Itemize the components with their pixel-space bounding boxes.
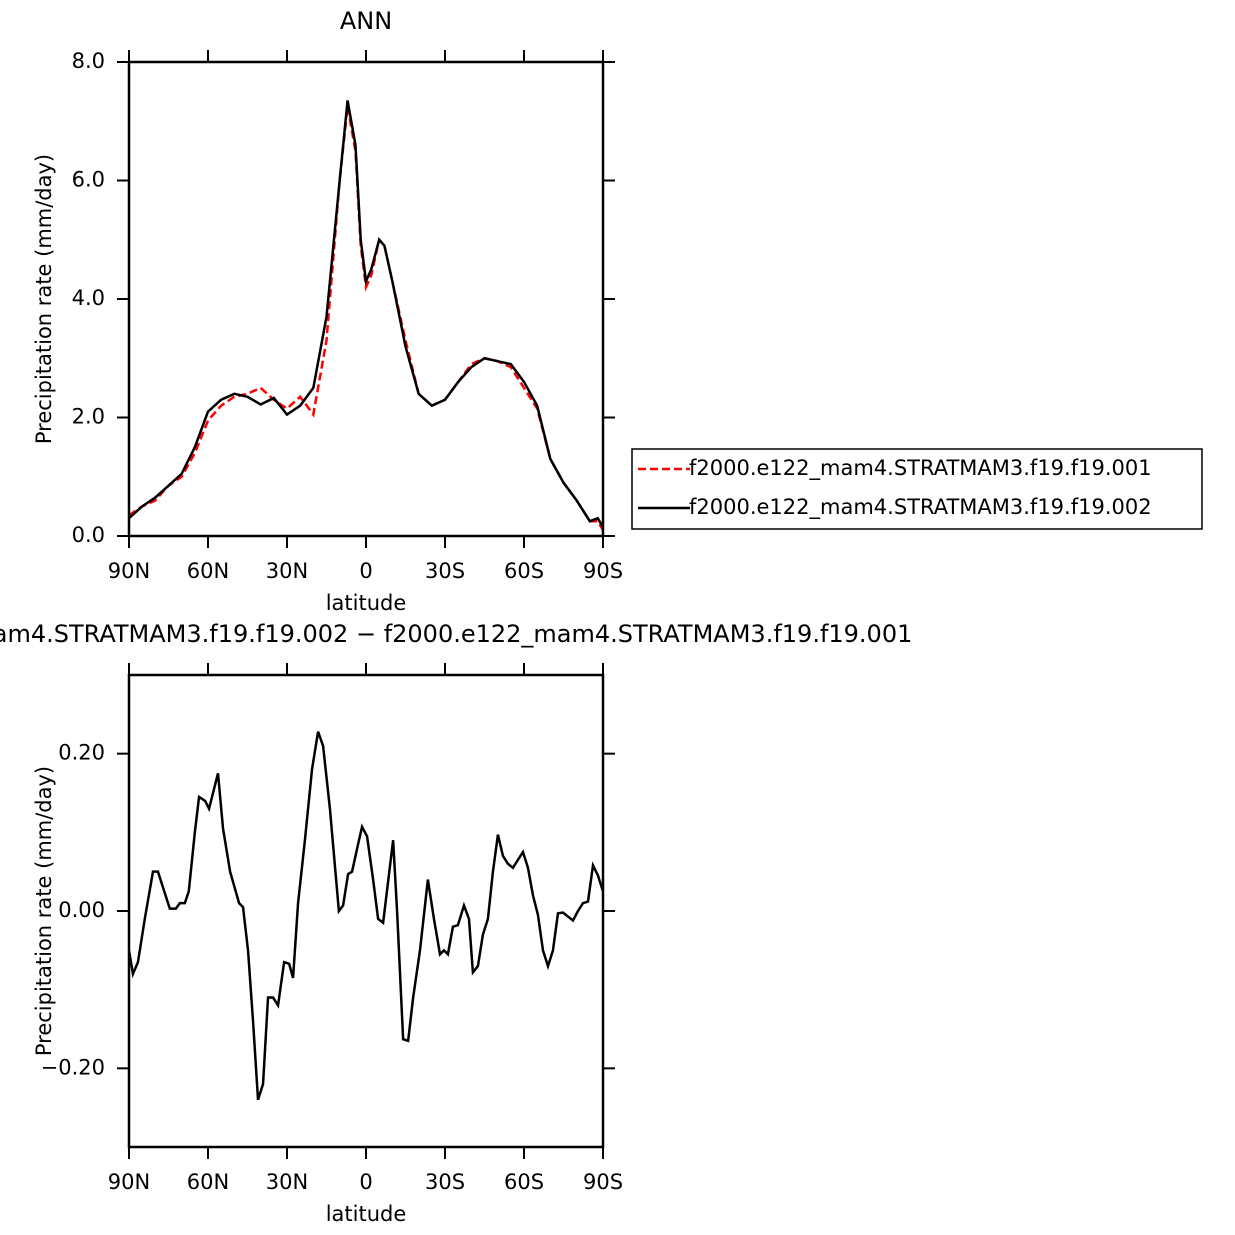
x-tick-label: 30S — [425, 559, 465, 583]
data-line — [128, 106, 605, 531]
x-tick-label: 30N — [266, 1170, 308, 1194]
x-tick-label: 0 — [359, 559, 372, 583]
chart-title: ANN — [340, 7, 392, 35]
y-tick-label: 2.0 — [72, 405, 105, 429]
legend-label: f2000.e122_mam4.STRATMAM3.f19.f19.002 — [689, 495, 1152, 520]
x-tick-label: 90S — [583, 559, 623, 583]
x-tick-label: 90S — [583, 1170, 623, 1194]
data-line — [127, 731, 605, 1101]
legend-box — [631, 448, 1203, 530]
y-axis-label: Precipitation rate (mm/day) — [32, 766, 56, 1056]
x-tick-label: 90N — [108, 1170, 150, 1194]
x-tick-label: 30S — [425, 1170, 465, 1194]
y-tick-label: 0.0 — [72, 523, 105, 547]
y-tick-label: 0.20 — [58, 741, 105, 765]
data-line — [128, 100, 605, 528]
x-tick-label: 0 — [359, 1170, 372, 1194]
x-tick-label: 60N — [187, 559, 229, 583]
y-tick-label: 6.0 — [72, 168, 105, 192]
x-tick-label: 60S — [504, 1170, 544, 1194]
y-axis-label: Precipitation rate (mm/day) — [32, 154, 56, 444]
x-tick-label: 90N — [108, 559, 150, 583]
y-tick-label: 4.0 — [72, 286, 105, 310]
y-tick-label: −0.20 — [41, 1055, 105, 1079]
plot-frame — [127, 673, 605, 1149]
legend-label: f2000.e122_mam4.STRATMAM3.f19.f19.001 — [689, 456, 1152, 481]
x-axis-label: latitude — [326, 1202, 407, 1226]
x-tick-label: 60N — [187, 1170, 229, 1194]
x-tick-label: 60S — [504, 559, 544, 583]
y-tick-label: 0.00 — [58, 898, 105, 922]
chart-title: f2000.e122_mam4.STRATMAM3.f19.f19.002 − … — [0, 620, 912, 648]
y-tick-label: 8.0 — [72, 49, 105, 73]
x-tick-label: 30N — [266, 559, 308, 583]
x-axis-label: latitude — [326, 591, 407, 615]
plot-frame — [127, 60, 605, 538]
